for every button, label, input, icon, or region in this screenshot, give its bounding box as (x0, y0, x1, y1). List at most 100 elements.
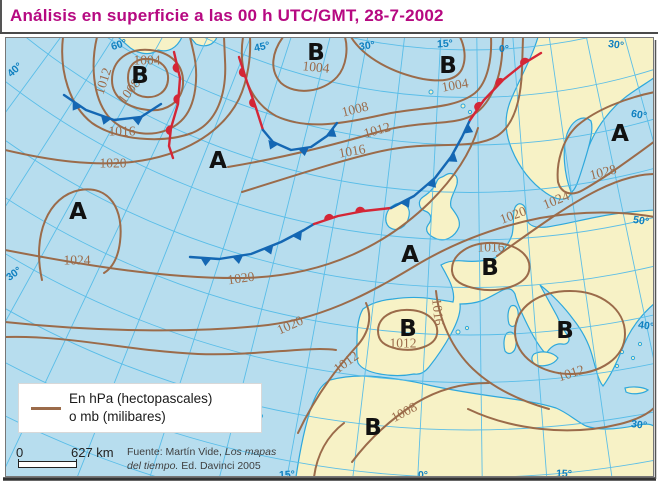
parallel-line (5, 196, 654, 336)
isobar-line (297, 302, 371, 434)
legend-line2: o mb (milibares) (69, 409, 166, 424)
meridian-line (548, 37, 613, 477)
graticule-label: 0° (418, 469, 428, 481)
isobar-line (350, 37, 466, 82)
pressure-system-low: B (131, 63, 149, 89)
isobar-line (241, 37, 524, 193)
pressure-systems: B B B A A A A B B B B (69, 40, 629, 441)
meridian-line (219, 37, 331, 477)
isobar-label: 1024 (64, 253, 91, 268)
isobar-label: 1028 (588, 161, 618, 182)
isobar-label: 1004 (440, 75, 469, 95)
scale-bar (18, 459, 77, 468)
pressure-system-high: A (69, 199, 87, 225)
isobar-label: 1012 (390, 336, 417, 351)
title-divider (0, 32, 658, 34)
isobar-line (5, 211, 654, 332)
small-island (464, 325, 470, 331)
isobar-label: 1016 (429, 298, 447, 327)
isobar-line (110, 48, 185, 112)
graticule-label: 45° (253, 39, 271, 54)
cold-front (188, 222, 316, 267)
parallel-line (5, 80, 654, 241)
pressure-system-low: B (307, 40, 325, 66)
isobar-label: 1020 (227, 269, 256, 288)
isobar-line (351, 382, 490, 463)
graticule-label: 60° (630, 108, 648, 123)
isobar-line (5, 335, 337, 356)
graticule-labels: 40°30°60° 45° 30° 15° 0° 30°60°50°40°30°15° 0°… (5, 37, 654, 481)
page-title: Análisis en superficie a las 00 h UTC/GM… (10, 6, 444, 25)
source-line2-italic: del tiempo. (127, 459, 179, 472)
parallel-line (106, 37, 654, 146)
pressure-system-low: B (481, 255, 499, 281)
isobar-line (126, 57, 170, 99)
graticule-label: 15° (556, 468, 572, 481)
source-line1-regular: Fuente: Martín Vide, (127, 446, 225, 458)
pressure-system-high: A (401, 242, 419, 268)
meridian-line (512, 37, 548, 477)
meridian-line (476, 37, 483, 477)
landmass-africa (295, 375, 654, 477)
graticule-label: 60° (110, 37, 129, 53)
small-island (428, 89, 434, 95)
warm-front (468, 51, 543, 122)
isobar-legend-line (31, 406, 61, 410)
meridian-line (286, 37, 369, 477)
small-island (467, 109, 473, 115)
graticule-label: 30° (358, 39, 375, 53)
isobar-label: 1020 (100, 156, 127, 171)
meridian-line (5, 37, 164, 324)
isobar-line (5, 37, 252, 165)
isobar-line (496, 173, 654, 257)
isobar-line (376, 308, 439, 351)
warm-front (165, 50, 182, 160)
meridian-line (585, 37, 654, 363)
meridian-line (149, 37, 292, 477)
isobar-label: 1008 (340, 98, 370, 119)
pressure-system-low: B (556, 318, 574, 344)
pressure-system-low: B (439, 53, 457, 79)
isobar-line (556, 91, 654, 195)
landmass-greenland (117, 37, 183, 55)
isobar-label: 1016 (337, 141, 366, 161)
isobar-line (38, 188, 122, 281)
map-frame (5, 37, 654, 477)
isobar-label: 1012 (362, 119, 392, 141)
isobar-label: 1004 (134, 53, 161, 68)
small-island (460, 103, 466, 109)
isobar-line (450, 241, 531, 291)
small-island (614, 363, 620, 369)
isobars (5, 37, 654, 477)
legend-line1: En hPa (hectopascales) (69, 391, 213, 407)
pressure-system-high: A (611, 121, 629, 147)
source-credit: Fuente: Martín Vide, Los mapas del tiemp… (127, 446, 277, 473)
isobar-line (272, 37, 348, 92)
meridian-line (352, 37, 406, 477)
cold-front (261, 121, 339, 157)
scale-distance-label: 627 km (71, 445, 114, 460)
isobar-line (467, 406, 654, 432)
scale-zero-label: 0 (16, 445, 24, 460)
pressure-system-low: B (399, 316, 417, 342)
small-island (637, 341, 643, 347)
graticule-label: 0° (499, 43, 509, 55)
source-line2-regular: Ed. Davinci 2005 (178, 459, 261, 472)
meridian-line (76, 37, 252, 477)
parallel-line (25, 37, 654, 193)
isobar-label: 1016 (109, 124, 136, 139)
parallel-line (5, 252, 654, 383)
landmass-sicily (531, 351, 559, 367)
isobar-line (513, 289, 627, 376)
title-bar: Análisis en superficie a las 00 h UTC/GM… (0, 0, 658, 33)
isobar-line (240, 37, 493, 126)
isobar-line (92, 37, 198, 135)
meridian-line (417, 37, 442, 477)
warm-front (312, 206, 393, 226)
landmass-crete (624, 386, 650, 395)
meridian-line (5, 37, 115, 208)
landmass-britain (418, 173, 460, 241)
graticule-label: 30° (630, 418, 647, 432)
graticule-label: 30° (607, 38, 624, 52)
